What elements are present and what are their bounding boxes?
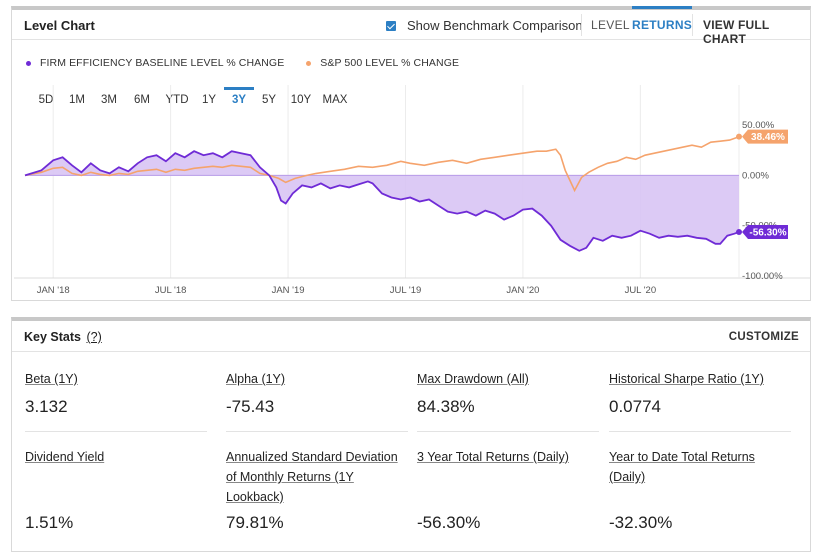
y-tick-label: 50.00% [742,120,775,131]
x-tick-label: JAN '19 [272,285,305,296]
firm-line [24,150,740,252]
sp500-end-label: 38.46% [751,132,785,143]
stat-sharpe-ratio: Historical Sharpe Ratio (1Y) 0.0774 [609,369,791,416]
y-tick-label: -100.00% [742,271,783,282]
firm-end-label: -56.30% [749,228,786,239]
stat-value: -56.30% [417,513,481,532]
range-10y[interactable]: 10Y [290,94,312,106]
stats-header: Key Stats (?) CUSTOMIZE [12,321,810,352]
x-tick-label: JAN '18 [37,285,70,296]
stat-max-drawdown: Max Drawdown (All) 84.38% [417,369,599,416]
sp500-line [24,135,740,193]
tab-level[interactable]: LEVEL [591,18,630,32]
stat-divider [609,431,791,432]
stat-divider [226,431,408,432]
range-5d[interactable]: 5D [38,94,54,106]
stat-label[interactable]: Annualized Standard Deviation of Monthly… [226,450,398,504]
benchmark-toggle[interactable]: Show Benchmark Comparison [386,18,583,33]
stat-label[interactable]: Alpha (1Y) [226,372,286,386]
range-ytd[interactable]: YTD [165,94,189,106]
y-tick-label: 0.00% [742,170,769,181]
stat-divider [25,431,207,432]
range-5y[interactable]: 5Y [261,94,277,106]
view-full-chart-link[interactable]: VIEW FULL CHART [703,18,770,46]
key-stats-card: Key Stats (?) CUSTOMIZE Beta (1Y) 3.132 … [11,317,811,552]
stat-alpha: Alpha (1Y) -75.43 [226,369,408,416]
stat-label[interactable]: Historical Sharpe Ratio (1Y) [609,372,764,386]
stat-value: 1.51% [25,513,74,532]
range-1y[interactable]: 1Y [201,94,217,106]
firm-end-marker [736,229,742,236]
chart-legend: FIRM EFFICIENCY BASELINE LEVEL % CHANGE … [26,57,481,69]
range-1m[interactable]: 1M [69,94,85,106]
firm-end-label-bg [742,225,788,240]
x-tick-label: JAN '20 [506,285,539,296]
chart-header: Level Chart Show Benchmark Comparison LE… [12,6,810,46]
tab-returns[interactable]: RETURNS [632,6,693,32]
stat-value: 3.132 [25,397,68,416]
sp500-end-label-bg [742,129,788,144]
legend-dot-sp500 [306,60,312,66]
x-tick-label: JUL '20 [625,285,657,296]
divider [581,14,582,36]
stat-value: -32.30% [609,513,673,532]
x-tick-label: JUL '18 [155,285,187,296]
customize-button[interactable]: CUSTOMIZE [728,331,799,343]
benchmark-label: Show Benchmark Comparison [407,18,583,33]
stat-label[interactable]: Max Drawdown (All) [417,372,529,386]
legend-label-sp500: S&P 500 LEVEL % CHANGE [320,57,460,69]
stat-value: 0.0774 [609,397,661,416]
stat-label[interactable]: Year to Date Total Returns (Daily) [609,450,755,484]
chart-title: Level Chart [24,18,95,33]
benchmark-checkbox[interactable] [386,20,396,31]
stat-label[interactable]: 3 Year Total Returns (Daily) [417,450,569,464]
legend-item-firm[interactable]: FIRM EFFICIENCY BASELINE LEVEL % CHANGE [26,57,284,69]
x-tick-label: JUL '19 [390,285,422,296]
stat-dividend-yield: Dividend Yield 1.51% [25,447,207,532]
stats-title-text: Key Stats [24,330,81,344]
help-link[interactable]: (?) [86,330,102,344]
level-chart-card: Level Chart Show Benchmark Comparison LE… [11,6,811,301]
stat-value: 79.81% [226,513,284,532]
stat-divider [417,431,599,432]
range-3y[interactable]: 3Y [224,87,254,106]
legend-item-sp500[interactable]: S&P 500 LEVEL % CHANGE [306,57,459,69]
stat-3y-total-returns: 3 Year Total Returns (Daily) -56.30% [417,447,599,532]
stat-beta: Beta (1Y) 3.132 [25,369,207,416]
stat-ytd-total-returns: Year to Date Total Returns (Daily) -32.3… [609,447,784,532]
stat-annualized-std-dev: Annualized Standard Deviation of Monthly… [226,447,406,532]
stats-title: Key Stats (?) [24,330,102,344]
stat-label[interactable]: Dividend Yield [25,450,105,464]
legend-label-firm: FIRM EFFICIENCY BASELINE LEVEL % CHANGE [40,57,285,69]
firm-area [25,151,739,251]
stat-value: -75.43 [226,397,275,416]
sp500-end-marker [736,133,742,140]
stat-label[interactable]: Beta (1Y) [25,372,78,386]
legend-dot-firm [26,60,31,66]
time-range-selector: 5D 1M 3M 6M YTD 1Y 3Y 5Y 10Y MAX [32,87,352,106]
stat-value: 84.38% [417,397,475,416]
divider [692,14,693,36]
range-6m[interactable]: 6M [134,94,150,106]
range-3m[interactable]: 3M [101,94,117,106]
range-max[interactable]: MAX [322,94,348,106]
returns-chart[interactable]: JAN '18 JUL '18 JAN '19 JUL '19 JAN '20 JUL '… [12,10,810,300]
